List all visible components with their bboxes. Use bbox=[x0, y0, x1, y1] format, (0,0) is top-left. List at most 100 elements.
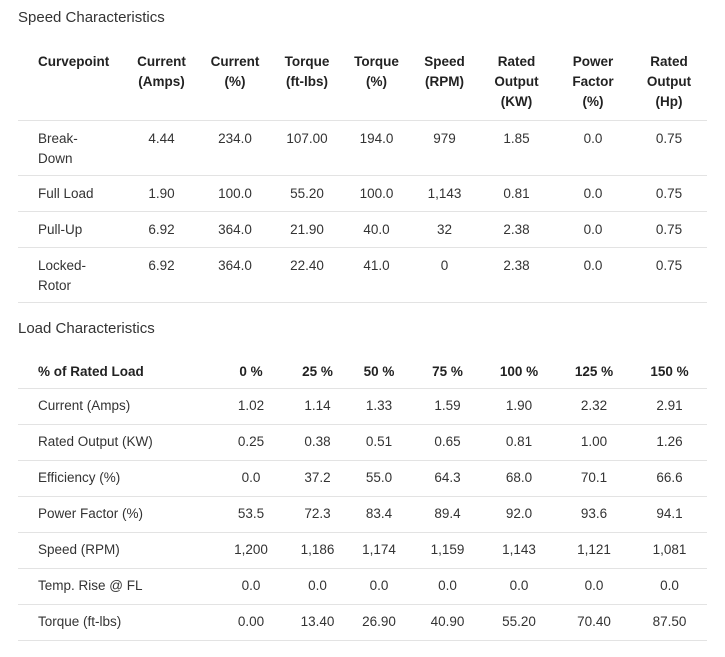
cell-text: 364.0 bbox=[218, 222, 252, 237]
cell: 1.59 bbox=[413, 389, 482, 425]
cell: 0.0 bbox=[482, 569, 556, 605]
cell-text: Torque (ft-lbs) bbox=[38, 614, 122, 629]
cell: 1,174 bbox=[345, 533, 413, 569]
cell-text: 72.3 bbox=[304, 506, 331, 521]
cell: 40.0 bbox=[342, 212, 411, 248]
cell: 1.00 bbox=[556, 425, 632, 461]
cell: 0.75 bbox=[631, 176, 707, 212]
cell-text: 1,174 bbox=[362, 542, 396, 557]
cell-text: 2.38 bbox=[503, 222, 530, 237]
cell-text: Current (Amps) bbox=[38, 398, 131, 413]
column-header: 75 % bbox=[413, 362, 482, 389]
cell-text: 1,200 bbox=[234, 542, 268, 557]
cell: 92.0 bbox=[482, 497, 556, 533]
cell-text: 37.2 bbox=[304, 470, 331, 485]
cell: 364.0 bbox=[198, 248, 272, 303]
cell: 55.0 bbox=[345, 461, 413, 497]
cell: 1,143 bbox=[411, 176, 478, 212]
cell: 0.65 bbox=[413, 425, 482, 461]
cell-text: 0.0 bbox=[660, 578, 679, 593]
header-text: Rated Output (KW) bbox=[494, 54, 539, 109]
cell-text: 0.75 bbox=[655, 131, 683, 146]
row-label: Pull-Up bbox=[18, 212, 125, 248]
cell: 72.3 bbox=[290, 497, 345, 533]
column-header: Rated Output (KW) bbox=[478, 52, 555, 121]
cell: 1.90 bbox=[125, 176, 198, 212]
cell-text: 1.02 bbox=[237, 398, 265, 413]
column-header: 25 % bbox=[290, 362, 345, 389]
column-header: Power Factor (%) bbox=[555, 52, 631, 121]
cell: 83.4 bbox=[345, 497, 413, 533]
header-text: 50 % bbox=[363, 364, 395, 379]
cell: 0.0 bbox=[555, 176, 631, 212]
cell-text: 64.3 bbox=[434, 470, 461, 485]
cell: 100.0 bbox=[198, 176, 272, 212]
cell: 0 bbox=[411, 248, 478, 303]
cell-text: 41.0 bbox=[363, 258, 390, 273]
header-text: 75 % bbox=[432, 364, 463, 379]
cell-text: 92.0 bbox=[505, 506, 533, 521]
table-row: Torque (ft-lbs) 0.00 13.40 26.90 40.90 55.20 7… bbox=[18, 605, 707, 641]
cell-text: 100.0 bbox=[218, 186, 252, 201]
cell: 1,200 bbox=[212, 533, 290, 569]
cell-text: 1.00 bbox=[580, 434, 608, 449]
cell: 94.1 bbox=[632, 497, 707, 533]
cell-text: 1.59 bbox=[434, 398, 461, 413]
column-header: % of Rated Load bbox=[18, 362, 212, 389]
cell: 87.50 bbox=[632, 605, 707, 641]
cell-text: 0.81 bbox=[505, 434, 533, 449]
row-label: Current (Amps) bbox=[18, 389, 212, 425]
column-header: Curvepoint bbox=[18, 52, 125, 121]
cell: 0.0 bbox=[290, 569, 345, 605]
cell-text: 2.38 bbox=[503, 258, 530, 273]
cell: 70.40 bbox=[556, 605, 632, 641]
cell: 0.0 bbox=[345, 569, 413, 605]
cell-text: 100.0 bbox=[359, 186, 394, 201]
header-text: Rated Output (Hp) bbox=[646, 54, 692, 109]
cell-text: 0.0 bbox=[583, 131, 603, 146]
cell: 0.75 bbox=[631, 248, 707, 303]
cell-text: 107.00 bbox=[286, 131, 328, 146]
cell-text: Speed (RPM) bbox=[38, 542, 120, 557]
cell-text: 0.0 bbox=[509, 578, 529, 593]
table-row: Full Load 1.90 100.0 55.20 100.0 1,143 0.81 0.0… bbox=[18, 176, 707, 212]
cell-text: 979 bbox=[433, 131, 456, 146]
cell: 0.0 bbox=[632, 569, 707, 605]
header-text: 100 % bbox=[499, 364, 539, 379]
header-text: Speed (RPM) bbox=[424, 54, 465, 89]
cell-text: 0.25 bbox=[237, 434, 265, 449]
row-label: Full Load bbox=[18, 176, 125, 212]
cell: 0.25 bbox=[212, 425, 290, 461]
cell-text: 234.0 bbox=[218, 131, 252, 146]
cell-text: 0.0 bbox=[583, 186, 603, 201]
cell: 70.1 bbox=[556, 461, 632, 497]
cell-text: 4.44 bbox=[148, 131, 175, 146]
cell-text: 0.0 bbox=[583, 258, 603, 273]
cell: 0.0 bbox=[413, 569, 482, 605]
cell-text: Rated Output (KW) bbox=[38, 434, 153, 449]
cell-text: 1.90 bbox=[505, 398, 533, 413]
column-header: Torque (%) bbox=[342, 52, 411, 121]
column-header: 100 % bbox=[482, 362, 556, 389]
cell: 0.81 bbox=[482, 425, 556, 461]
cell: 0.75 bbox=[631, 212, 707, 248]
cell: 22.40 bbox=[272, 248, 342, 303]
cell-text: 2.32 bbox=[580, 398, 608, 413]
cell-text: Temp. Rise @ FL bbox=[38, 578, 143, 593]
column-header: 125 % bbox=[556, 362, 632, 389]
column-header: 150 % bbox=[632, 362, 707, 389]
cell: 26.90 bbox=[345, 605, 413, 641]
cell-text: 1.14 bbox=[304, 398, 331, 413]
cell-text: 68.0 bbox=[505, 470, 533, 485]
cell: 0.81 bbox=[478, 176, 555, 212]
section-title: Speed Characteristics bbox=[18, 9, 165, 26]
cell: 1.85 bbox=[478, 121, 555, 176]
cell: 1,159 bbox=[413, 533, 482, 569]
header-row: % of Rated Load 0 % 25 % 50 % 75 % 100 % 125 %… bbox=[18, 362, 707, 389]
cell: 2.38 bbox=[478, 248, 555, 303]
cell: 64.3 bbox=[413, 461, 482, 497]
cell: 4.44 bbox=[125, 121, 198, 176]
cell-text: Full Load bbox=[38, 186, 94, 201]
header-text: Power Factor (%) bbox=[572, 54, 614, 109]
